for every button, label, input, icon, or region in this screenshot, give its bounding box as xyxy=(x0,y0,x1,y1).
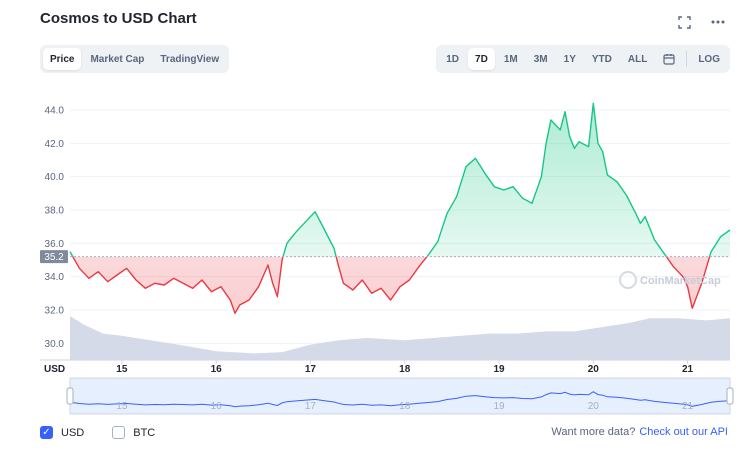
reference-value-label: 35.2 xyxy=(44,252,64,263)
range-7d[interactable]: 7D xyxy=(468,48,495,70)
area-above-reference xyxy=(70,103,730,257)
checkbox-checked-icon: ✓ xyxy=(40,426,53,439)
y-axis: 44.0 42.0 40.0 38.0 36.0 34.0 32.0 30.0 xyxy=(45,106,65,350)
x-tick-label: 20 xyxy=(588,364,600,375)
y-tick-label: 42.0 xyxy=(45,139,65,150)
tab-price[interactable]: Price xyxy=(43,48,82,70)
navigator-tick-label: 19 xyxy=(493,401,505,412)
more-icon[interactable] xyxy=(710,14,726,30)
coinmarketcap-logo-icon xyxy=(619,271,637,289)
log-toggle[interactable]: LOG xyxy=(698,53,720,65)
api-text: Want more data? xyxy=(551,426,636,438)
api-link[interactable]: Check out our API xyxy=(639,426,728,438)
line-above-reference xyxy=(69,102,731,257)
x-tick-label: 19 xyxy=(493,364,505,375)
price-line xyxy=(69,102,731,314)
navigator-tick-label: 16 xyxy=(211,401,223,412)
btc-checkbox[interactable]: BTC xyxy=(112,426,155,439)
range-3m[interactable]: 3M xyxy=(533,53,548,65)
y-tick-label: 32.0 xyxy=(45,306,65,317)
price-area-fill xyxy=(70,103,730,314)
navigator-tick-label: 17 xyxy=(305,401,317,412)
reference-line: 35.2 xyxy=(40,250,730,264)
watermark: CoinMarketCap xyxy=(619,271,721,289)
tab-tradingview[interactable]: TradingView xyxy=(160,53,220,65)
calendar-button[interactable] xyxy=(656,48,682,70)
x-tick-label: 18 xyxy=(399,364,411,375)
y-tick-label: 44.0 xyxy=(45,106,65,117)
range-1y[interactable]: 1Y xyxy=(563,53,576,65)
chart-type-tabs: Price Market Cap TradingView xyxy=(40,45,230,73)
navigator-tick-label: 21 xyxy=(682,401,694,412)
usd-label: USD xyxy=(61,426,85,439)
line-below-reference xyxy=(72,256,711,314)
area-below-reference xyxy=(70,256,730,314)
navigator-handle[interactable] xyxy=(66,387,74,405)
fullscreen-icon[interactable] xyxy=(676,14,692,30)
calendar-icon xyxy=(663,54,675,65)
range-all[interactable]: ALL xyxy=(627,53,648,65)
y-tick-label: 38.0 xyxy=(45,206,65,217)
x-axis: USD 15 16 17 18 19 20 21 xyxy=(40,359,730,375)
x-tick-label: 21 xyxy=(682,364,694,375)
y-tick-label: 30.0 xyxy=(45,339,65,350)
navigator-tick-label: 20 xyxy=(588,401,600,412)
range-tabs: 1D 7D 1M 3M 1Y YTD ALL LOG xyxy=(436,45,730,73)
navigator-handle[interactable] xyxy=(726,387,734,405)
reference-badge xyxy=(40,250,68,264)
price-chart[interactable]: 35.2 CoinMarketCap 44.0 42.0 40.0 38.0 36.0 3… xyxy=(0,80,740,420)
currency-toggles: ✓ USD BTC xyxy=(40,426,155,439)
usd-checkbox[interactable]: ✓ USD xyxy=(40,426,84,439)
x-axis-currency-label: USD xyxy=(44,364,65,375)
navigator-tick-label: 15 xyxy=(116,401,128,412)
chart-title: Cosmos to USD Chart xyxy=(40,10,197,27)
range-1m[interactable]: 1M xyxy=(503,53,518,65)
range-ytd[interactable]: YTD xyxy=(591,53,612,65)
tab-market-cap[interactable]: Market Cap xyxy=(90,53,145,65)
volume-area xyxy=(70,316,730,360)
y-tick-label: 40.0 xyxy=(45,172,65,183)
range-1d[interactable]: 1D xyxy=(446,53,460,65)
navigator-tick-label: 18 xyxy=(399,401,411,412)
y-tick-label: 36.0 xyxy=(45,239,65,250)
x-tick-label: 16 xyxy=(211,364,223,375)
range-divider xyxy=(686,51,688,67)
btc-label: BTC xyxy=(133,426,156,439)
navigator-line xyxy=(69,391,731,408)
x-tick-label: 17 xyxy=(305,364,317,375)
checkbox-empty-icon xyxy=(112,426,126,439)
volume-shape xyxy=(70,316,730,360)
range-navigator[interactable]: 15 16 17 18 19 20 21 xyxy=(66,377,734,415)
x-tick-label: 15 xyxy=(116,364,128,375)
y-tick-label: 34.0 xyxy=(45,272,65,283)
top-toolbar xyxy=(676,14,726,30)
api-promo: Want more data? Check out our API xyxy=(551,426,728,438)
watermark-text: CoinMarketCap xyxy=(640,275,721,287)
